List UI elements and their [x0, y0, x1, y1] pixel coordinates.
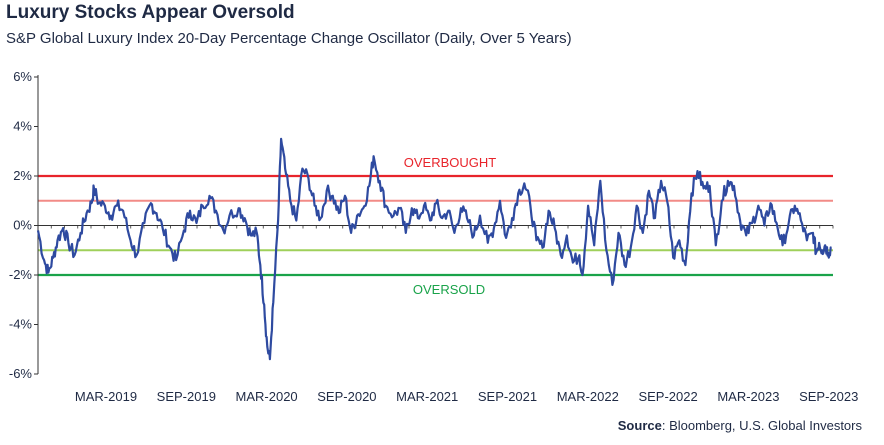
axes: 6% 4% 2% 0% -2% -4% -6% MAR-2019 SEP-2019 MAR-202…	[9, 69, 858, 404]
chart-title: Luxury Stocks Appear Oversold	[6, 2, 295, 23]
y-tick-label: 2%	[13, 168, 32, 183]
y-tick-label: -6%	[9, 366, 33, 381]
oversold-label: OVERSOLD	[413, 282, 485, 297]
y-tick-label: -4%	[9, 317, 33, 332]
chart-subtitle: S&P Global Luxury Index 20-Day Percentag…	[6, 30, 572, 47]
annotations: OVERBOUGHT OVERSOLD	[404, 155, 497, 297]
y-tick-label: -2%	[9, 267, 33, 282]
y-tick-label: 4%	[13, 119, 32, 134]
source-label: Source	[617, 418, 662, 433]
x-tick-label: MAR-2020	[236, 389, 298, 404]
series-line	[36, 137, 832, 361]
x-tick-label: MAR-2023	[717, 389, 779, 404]
x-tick-label: SEP-2020	[317, 389, 376, 404]
x-tick-label: SEP-2022	[638, 389, 697, 404]
source-note: Source: Bloomberg, U.S. Global Investors	[618, 418, 862, 433]
x-tick-label: MAR-2022	[557, 389, 619, 404]
x-tick-label: MAR-2019	[75, 389, 137, 404]
overbought-label: OVERBOUGHT	[404, 155, 497, 170]
series-layer	[36, 137, 832, 361]
source-text: : Bloomberg, U.S. Global Investors	[661, 418, 862, 433]
x-tick-label: SEP-2023	[799, 389, 858, 404]
x-tick-label: MAR-2021	[396, 389, 458, 404]
x-tick-label: SEP-2019	[157, 389, 216, 404]
x-tick-label: SEP-2021	[478, 389, 537, 404]
y-tick-label: 0%	[13, 218, 32, 233]
y-tick-label: 6%	[13, 69, 32, 84]
